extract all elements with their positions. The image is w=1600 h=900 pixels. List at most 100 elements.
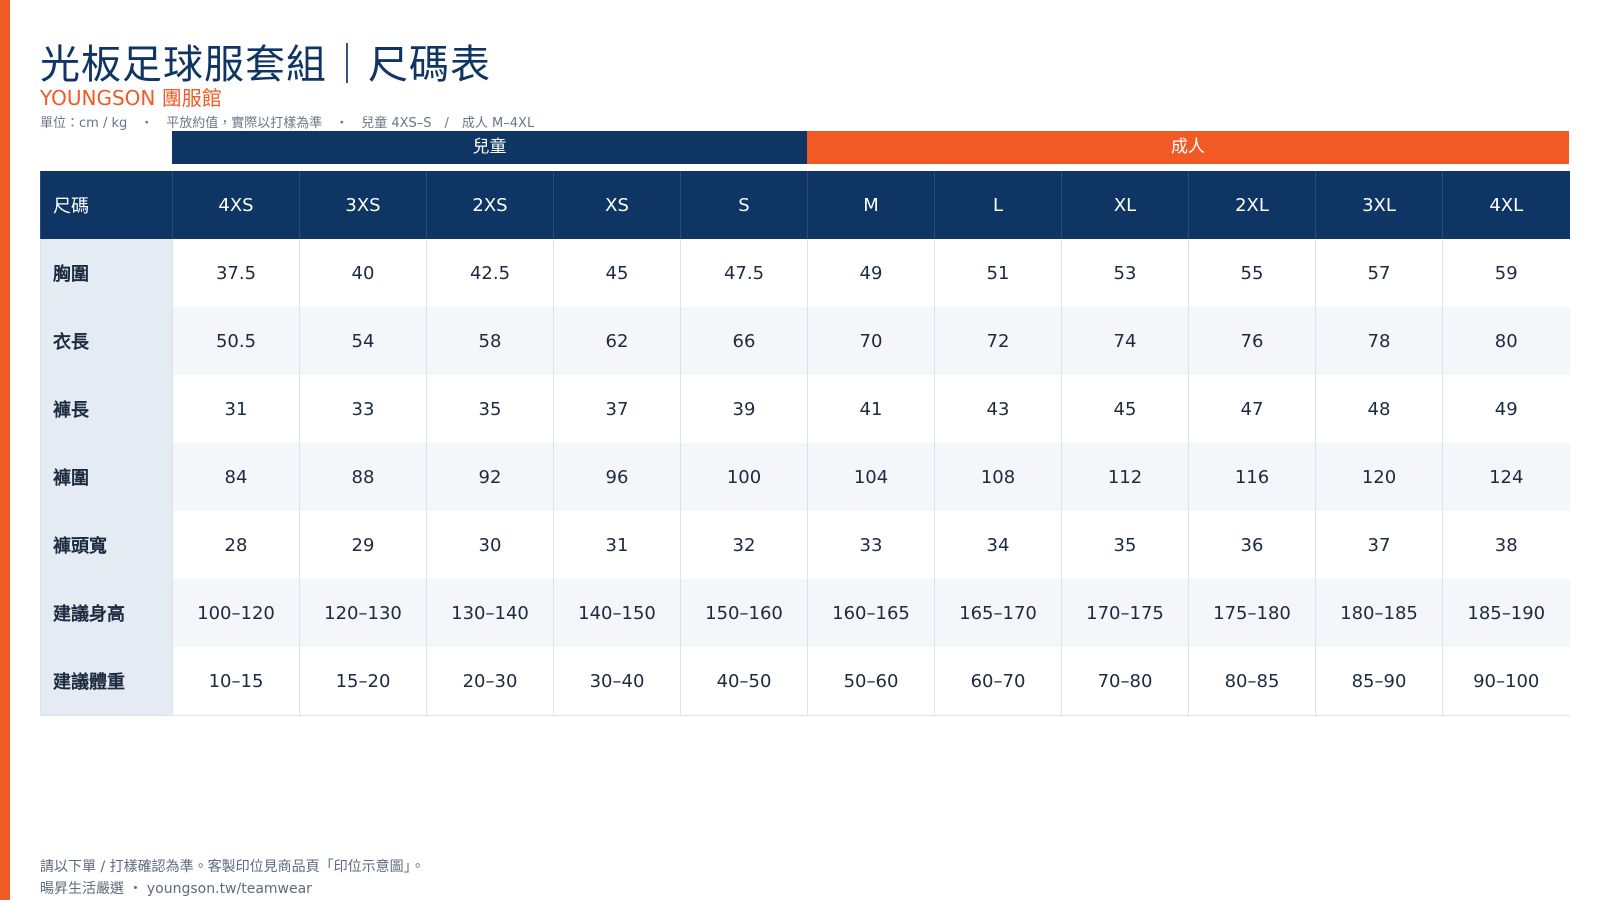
cell: 43	[934, 375, 1062, 443]
cell: 37	[553, 375, 681, 443]
column-header: XL	[1061, 171, 1189, 239]
row-label: 褲頭寬	[40, 511, 173, 579]
column-header: XS	[553, 171, 681, 239]
note: 單位：cm / kg ・ 平放約值，實際以打樣為準 ・ 兒童 4XS–S / 成…	[40, 116, 535, 131]
column-header: 3XL	[1315, 171, 1443, 239]
brand: YOUNGSON 團服館	[40, 86, 222, 110]
cell: 58	[426, 307, 554, 375]
cell: 35	[1061, 511, 1189, 579]
cell: 124	[1442, 443, 1570, 511]
cell: 120–130	[299, 579, 427, 647]
cell: 76	[1188, 307, 1316, 375]
cell: 185–190	[1442, 579, 1570, 647]
column-header: 3XS	[299, 171, 427, 239]
cell: 120	[1315, 443, 1443, 511]
table-row: 衣長 50.5 54 58 62 66 70 72 74 76 78 80	[40, 307, 1570, 375]
cell: 41	[807, 375, 935, 443]
cell: 70–80	[1061, 647, 1189, 716]
column-header: 4XS	[172, 171, 300, 239]
table-row: 建議體重 10–15 15–20 20–30 30–40 40–50 50–60 60–70 7…	[40, 647, 1570, 716]
cell: 60–70	[934, 647, 1062, 716]
cell: 45	[553, 239, 681, 307]
cell: 92	[426, 443, 554, 511]
table-row: 胸圍 37.5 40 42.5 45 47.5 49 51 53 55 57 59	[40, 239, 1570, 307]
cell: 45	[1061, 375, 1189, 443]
cell: 42.5	[426, 239, 554, 307]
size-table: 尺碼 4XS 3XS 2XS XS S M L XL 2XL 3XL 4XL 胸圍 37.5 40 42.5…	[40, 171, 1570, 716]
cell: 90–100	[1442, 647, 1570, 716]
cell: 59	[1442, 239, 1570, 307]
cell: 55	[1188, 239, 1316, 307]
cell: 50.5	[172, 307, 300, 375]
column-header: 尺碼	[40, 171, 173, 239]
cell: 62	[553, 307, 681, 375]
group-header: 兒童	[172, 131, 807, 164]
cell: 96	[553, 443, 681, 511]
cell: 108	[934, 443, 1062, 511]
column-header: S	[680, 171, 808, 239]
row-label: 褲圍	[40, 443, 173, 511]
cell: 175–180	[1188, 579, 1316, 647]
group-header: 成人	[807, 131, 1569, 164]
cell: 140–150	[553, 579, 681, 647]
cell: 100–120	[172, 579, 300, 647]
cell: 49	[1442, 375, 1570, 443]
cell: 160–165	[807, 579, 935, 647]
cell: 10–15	[172, 647, 300, 716]
cell: 80	[1442, 307, 1570, 375]
cell: 53	[1061, 239, 1189, 307]
cell: 20–30	[426, 647, 554, 716]
row-label: 建議身高	[40, 579, 173, 647]
cell: 32	[680, 511, 808, 579]
cell: 33	[807, 511, 935, 579]
table-row: 褲頭寬 28 29 30 31 32 33 34 35 36 37 38	[40, 511, 1570, 579]
cell: 50–60	[807, 647, 935, 716]
footer-source: 暘昇生活嚴選 ・ youngson.tw/teamwear	[40, 881, 312, 897]
row-label: 胸圍	[40, 239, 173, 307]
cell: 40	[299, 239, 427, 307]
column-header: 4XL	[1442, 171, 1570, 239]
cell: 31	[172, 375, 300, 443]
cell: 37.5	[172, 239, 300, 307]
header-row: 尺碼 4XS 3XS 2XS XS S M L XL 2XL 3XL 4XL	[40, 171, 1570, 239]
cell: 130–140	[426, 579, 554, 647]
cell: 72	[934, 307, 1062, 375]
table-row: 褲圍 84 88 92 96 100 104 108 112 116 120 124	[40, 443, 1570, 511]
cell: 47.5	[680, 239, 808, 307]
cell: 34	[934, 511, 1062, 579]
cell: 49	[807, 239, 935, 307]
cell: 37	[1315, 511, 1443, 579]
table-row: 建議身高 100–120 120–130 130–140 140–150 150–160 1…	[40, 579, 1570, 647]
cell: 51	[934, 239, 1062, 307]
cell: 40–50	[680, 647, 808, 716]
cell: 180–185	[1315, 579, 1443, 647]
cell: 30	[426, 511, 554, 579]
cell: 85–90	[1315, 647, 1443, 716]
footer-note: 請以下單 / 打樣確認為準。客製印位見商品頁「印位示意圖」。	[40, 859, 425, 875]
cell: 66	[680, 307, 808, 375]
cell: 74	[1061, 307, 1189, 375]
accent-bar	[0, 0, 10, 900]
cell: 112	[1061, 443, 1189, 511]
cell: 100	[680, 443, 808, 511]
cell: 36	[1188, 511, 1316, 579]
cell: 70	[807, 307, 935, 375]
cell: 78	[1315, 307, 1443, 375]
cell: 30–40	[553, 647, 681, 716]
column-header: M	[807, 171, 935, 239]
cell: 38	[1442, 511, 1570, 579]
cell: 84	[172, 443, 300, 511]
cell: 39	[680, 375, 808, 443]
cell: 88	[299, 443, 427, 511]
cell: 28	[172, 511, 300, 579]
cell: 33	[299, 375, 427, 443]
cell: 47	[1188, 375, 1316, 443]
cell: 54	[299, 307, 427, 375]
cell: 165–170	[934, 579, 1062, 647]
cell: 35	[426, 375, 554, 443]
table-row: 褲長 31 33 35 37 39 41 43 45 47 48 49	[40, 375, 1570, 443]
cell: 150–160	[680, 579, 808, 647]
cell: 116	[1188, 443, 1316, 511]
row-label: 衣長	[40, 307, 173, 375]
